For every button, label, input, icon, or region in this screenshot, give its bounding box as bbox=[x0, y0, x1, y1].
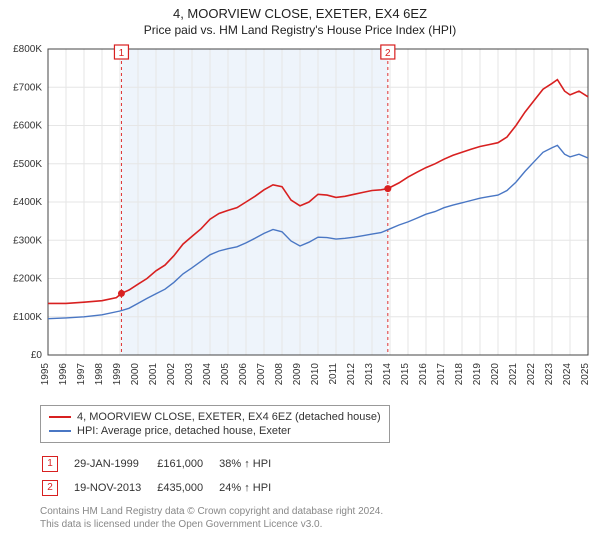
svg-text:2019: 2019 bbox=[472, 363, 483, 386]
svg-text:2018: 2018 bbox=[454, 363, 465, 386]
legend-swatch bbox=[49, 430, 71, 432]
svg-text:2012: 2012 bbox=[346, 363, 357, 386]
svg-text:2007: 2007 bbox=[256, 363, 267, 386]
sale-date: 19-NOV-2013 bbox=[74, 477, 155, 499]
sale-marker-badge: 1 bbox=[42, 456, 58, 472]
sale-price: £435,000 bbox=[157, 477, 217, 499]
svg-text:2001: 2001 bbox=[148, 363, 159, 386]
svg-text:2021: 2021 bbox=[508, 363, 519, 386]
svg-text:2008: 2008 bbox=[274, 363, 285, 386]
svg-text:£300K: £300K bbox=[13, 235, 42, 246]
sale-row: 2 19-NOV-2013£435,00024% ↑ HPI bbox=[42, 477, 285, 499]
svg-text:2000: 2000 bbox=[130, 363, 141, 386]
legend-row: HPI: Average price, detached house, Exet… bbox=[49, 424, 381, 438]
svg-text:2024: 2024 bbox=[562, 363, 573, 386]
legend-swatch bbox=[49, 416, 71, 418]
sale-delta: 38% ↑ HPI bbox=[219, 453, 285, 475]
svg-text:£200K: £200K bbox=[13, 274, 42, 285]
svg-text:£800K: £800K bbox=[13, 44, 42, 55]
svg-text:1995: 1995 bbox=[40, 363, 51, 386]
title-subtitle: Price paid vs. HM Land Registry's House … bbox=[0, 23, 600, 37]
svg-text:1999: 1999 bbox=[112, 363, 123, 386]
svg-text:£100K: £100K bbox=[13, 312, 42, 323]
svg-text:2009: 2009 bbox=[292, 363, 303, 386]
sale-row: 1 29-JAN-1999£161,00038% ↑ HPI bbox=[42, 453, 285, 475]
svg-text:2020: 2020 bbox=[490, 363, 501, 386]
svg-text:2023: 2023 bbox=[544, 363, 555, 386]
svg-text:£400K: £400K bbox=[13, 197, 42, 208]
svg-text:£700K: £700K bbox=[13, 82, 42, 93]
svg-text:2002: 2002 bbox=[166, 363, 177, 386]
sales-table: 1 29-JAN-1999£161,00038% ↑ HPI 2 19-NOV-201… bbox=[40, 451, 287, 501]
footer-line2: This data is licensed under the Open Gov… bbox=[40, 518, 600, 531]
svg-text:2011: 2011 bbox=[328, 363, 339, 385]
svg-text:1: 1 bbox=[119, 48, 125, 59]
svg-text:2010: 2010 bbox=[310, 363, 321, 386]
sale-delta: 24% ↑ HPI bbox=[219, 477, 285, 499]
legend: 4, MOORVIEW CLOSE, EXETER, EX4 6EZ (deta… bbox=[40, 405, 390, 443]
svg-text:2016: 2016 bbox=[418, 363, 429, 386]
svg-text:1997: 1997 bbox=[76, 363, 87, 386]
title-address: 4, MOORVIEW CLOSE, EXETER, EX4 6EZ bbox=[0, 6, 600, 21]
svg-text:£600K: £600K bbox=[13, 121, 42, 132]
footer-attribution: Contains HM Land Registry data © Crown c… bbox=[40, 505, 600, 531]
svg-text:2014: 2014 bbox=[382, 363, 393, 386]
chart-titles: 4, MOORVIEW CLOSE, EXETER, EX4 6EZ Price… bbox=[0, 0, 600, 39]
svg-text:2003: 2003 bbox=[184, 363, 195, 386]
svg-text:2: 2 bbox=[385, 48, 391, 59]
svg-text:2004: 2004 bbox=[202, 363, 213, 386]
legend-label: 4, MOORVIEW CLOSE, EXETER, EX4 6EZ (deta… bbox=[77, 411, 381, 423]
legend-row: 4, MOORVIEW CLOSE, EXETER, EX4 6EZ (deta… bbox=[49, 410, 381, 424]
sale-price: £161,000 bbox=[157, 453, 217, 475]
line-chart-svg: £0 £100K £200K £300K £400K £500K £600K £700K £80… bbox=[0, 39, 600, 399]
svg-text:£500K: £500K bbox=[13, 159, 42, 170]
svg-text:2005: 2005 bbox=[220, 363, 231, 386]
svg-text:2025: 2025 bbox=[580, 363, 591, 386]
svg-text:£0: £0 bbox=[31, 350, 43, 361]
legend-label: HPI: Average price, detached house, Exet… bbox=[77, 425, 291, 437]
svg-text:2015: 2015 bbox=[400, 363, 411, 386]
svg-text:2022: 2022 bbox=[526, 363, 537, 386]
sale-date: 29-JAN-1999 bbox=[74, 453, 155, 475]
svg-text:2017: 2017 bbox=[436, 363, 447, 386]
svg-text:2013: 2013 bbox=[364, 363, 375, 386]
svg-text:1998: 1998 bbox=[94, 363, 105, 386]
svg-text:2006: 2006 bbox=[238, 363, 249, 386]
footer-line1: Contains HM Land Registry data © Crown c… bbox=[40, 505, 600, 518]
chart-area: £0 £100K £200K £300K £400K £500K £600K £700K £80… bbox=[0, 39, 600, 399]
sale-marker-badge: 2 bbox=[42, 480, 58, 496]
svg-text:1996: 1996 bbox=[58, 363, 69, 386]
